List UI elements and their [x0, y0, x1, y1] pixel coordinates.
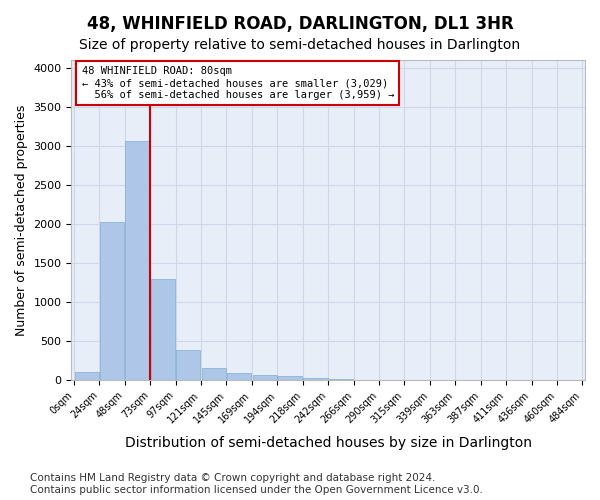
Text: 48 WHINFIELD ROAD: 80sqm
← 43% of semi-detached houses are smaller (3,029)
  56%: 48 WHINFIELD ROAD: 80sqm ← 43% of semi-d… [82, 66, 394, 100]
Text: Size of property relative to semi-detached houses in Darlington: Size of property relative to semi-detach… [79, 38, 521, 52]
X-axis label: Distribution of semi-detached houses by size in Darlington: Distribution of semi-detached houses by … [125, 436, 532, 450]
Bar [278, 376, 302, 380]
Bar [74, 372, 99, 380]
Text: Contains HM Land Registry data © Crown copyright and database right 2024.
Contai: Contains HM Land Registry data © Crown c… [30, 474, 483, 495]
Bar [304, 378, 328, 380]
Bar [100, 222, 124, 380]
Bar [227, 373, 251, 380]
Bar [125, 141, 149, 380]
Text: 48, WHINFIELD ROAD, DARLINGTON, DL1 3HR: 48, WHINFIELD ROAD, DARLINGTON, DL1 3HR [86, 15, 514, 33]
Bar [202, 368, 226, 380]
Bar [151, 280, 175, 380]
Y-axis label: Number of semi-detached properties: Number of semi-detached properties [15, 104, 28, 336]
Bar [176, 350, 200, 380]
Bar [253, 375, 277, 380]
